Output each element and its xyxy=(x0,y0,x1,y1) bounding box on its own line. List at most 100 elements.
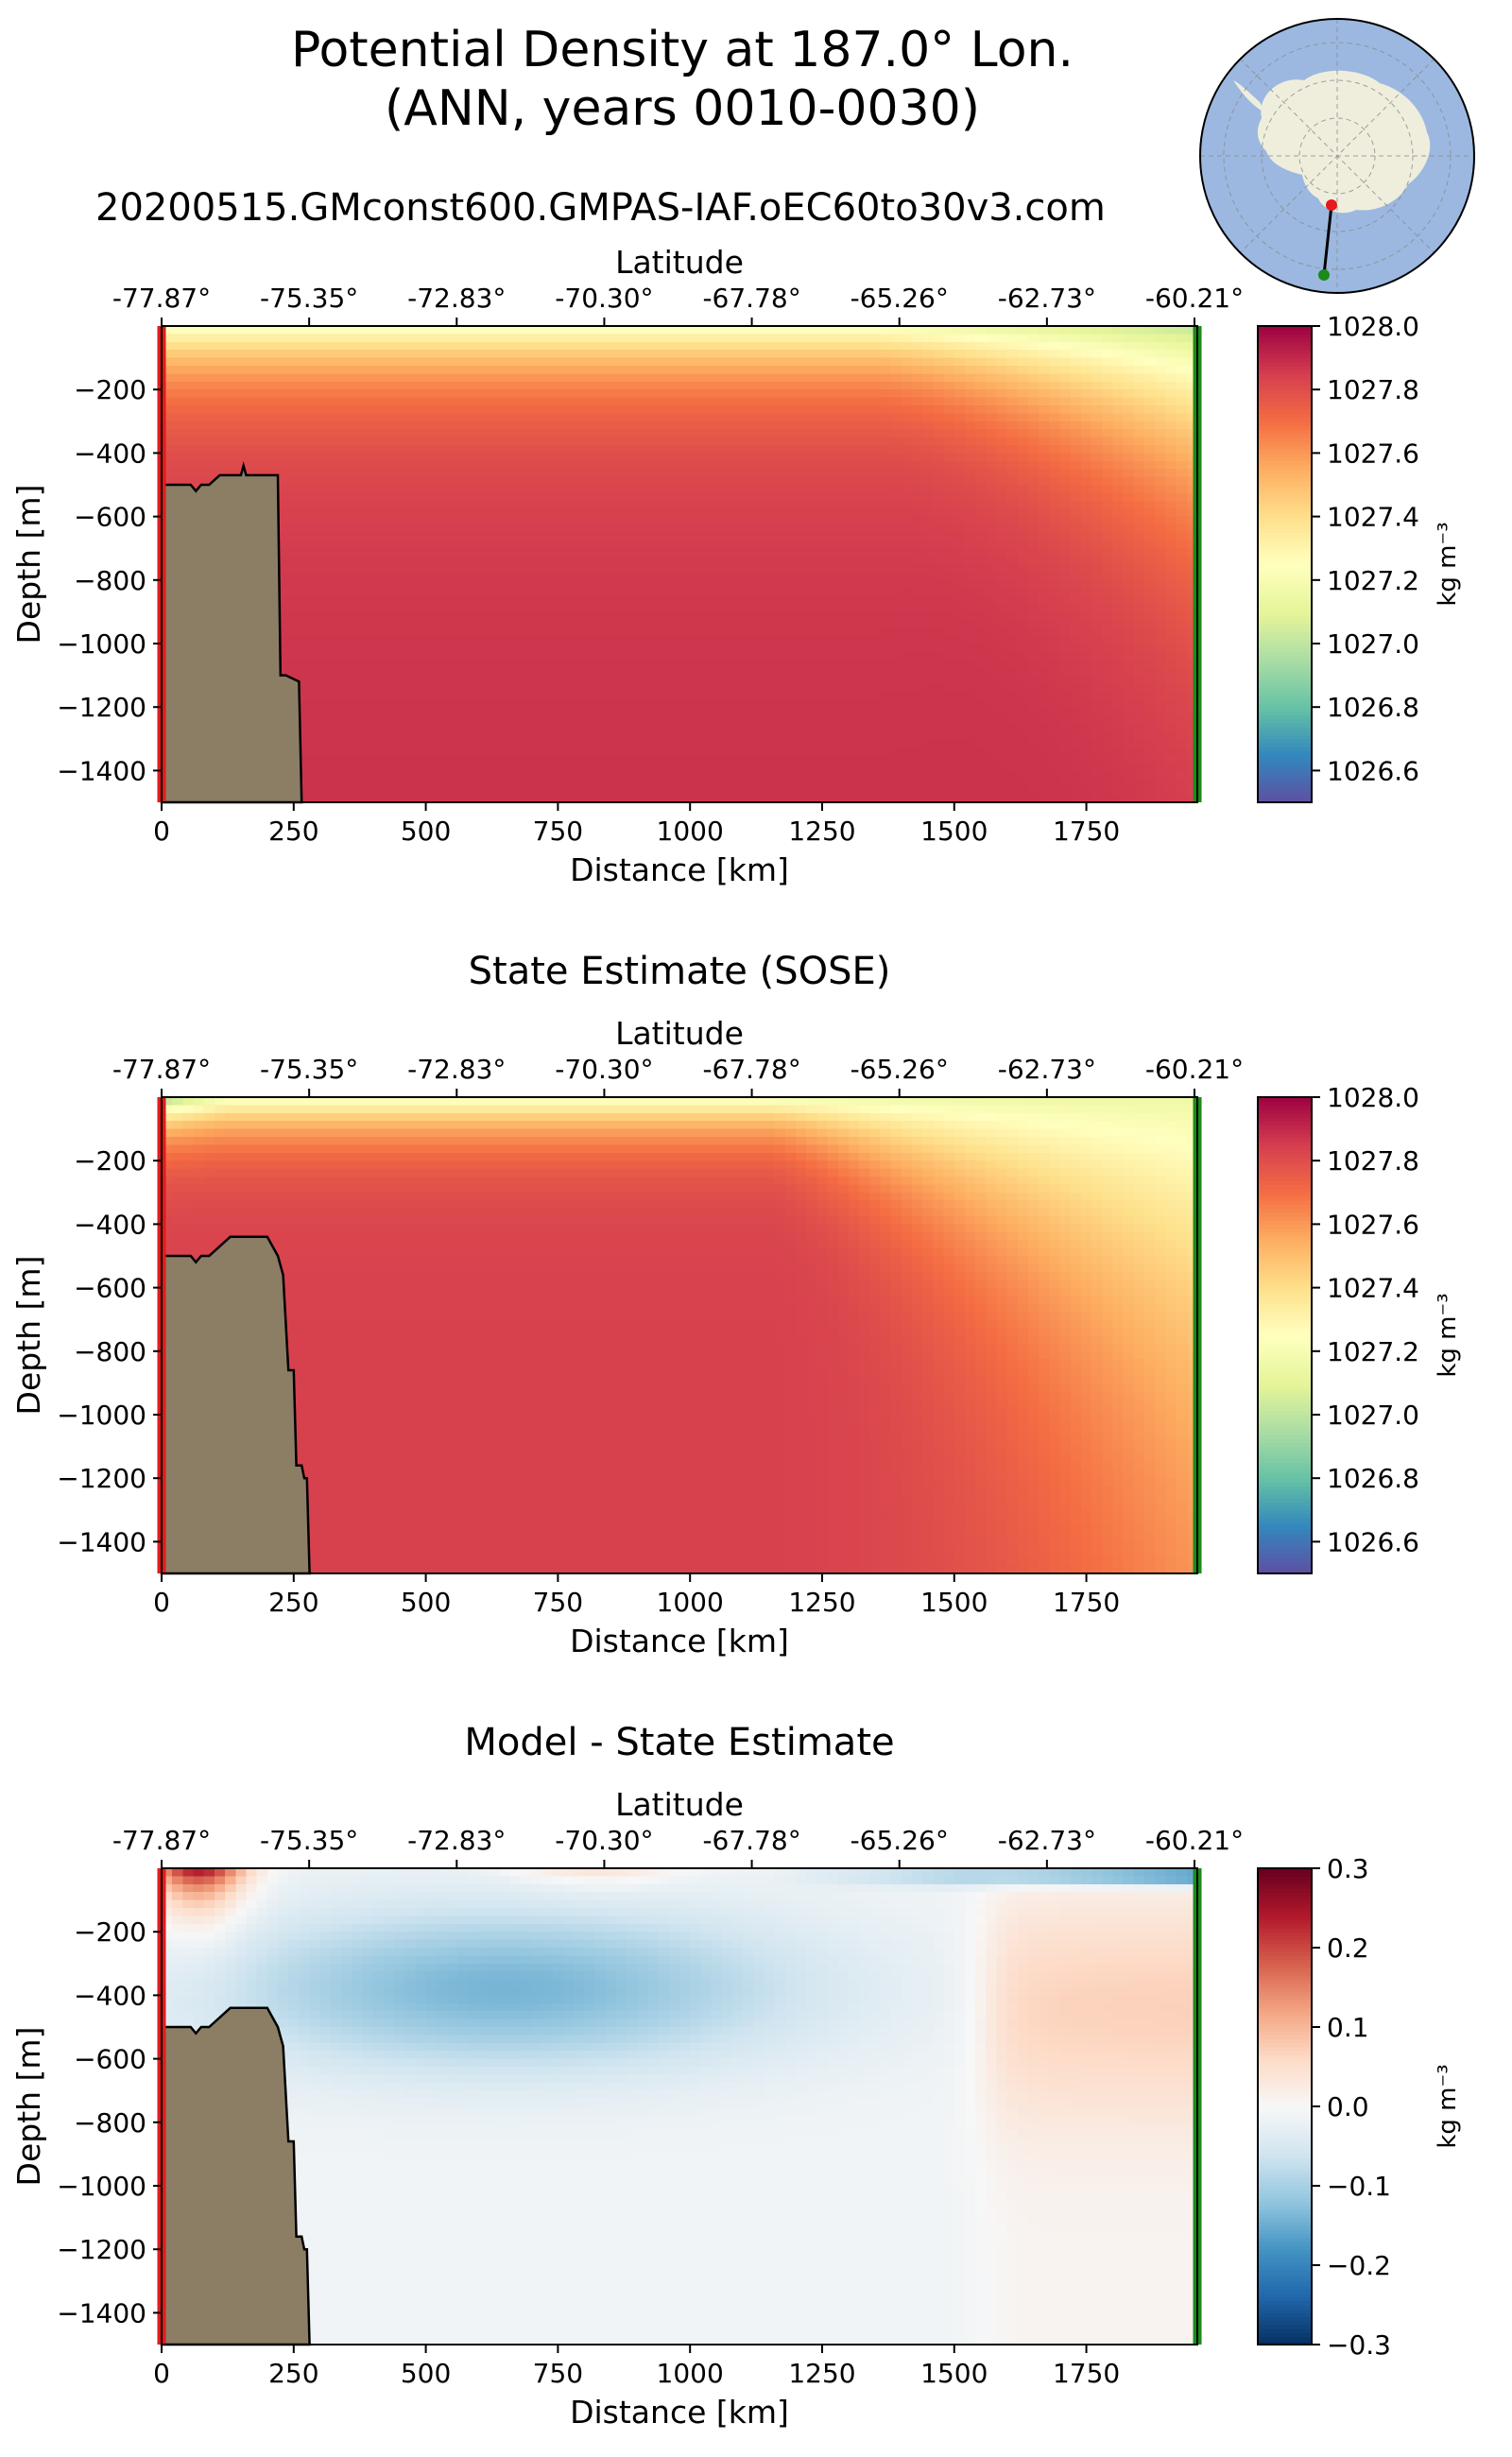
heat-cell xyxy=(679,492,691,502)
heat-cell xyxy=(394,564,405,573)
heat-cell xyxy=(235,381,248,390)
heat-cell xyxy=(352,564,364,573)
heat-cell xyxy=(806,516,817,525)
heat-cell xyxy=(679,747,691,756)
heat-cell xyxy=(743,405,754,414)
heat-cell xyxy=(922,619,934,628)
heat-cell xyxy=(562,476,575,486)
heat-cell xyxy=(309,564,321,573)
heat-cell xyxy=(468,437,480,446)
heat-cell xyxy=(627,770,638,780)
heat-cell xyxy=(700,659,713,668)
heat-cell xyxy=(383,611,395,621)
heat-cell xyxy=(690,588,701,597)
heat-cell xyxy=(330,413,342,422)
heat-cell xyxy=(700,516,713,525)
heat-cell xyxy=(827,548,839,558)
heat-cell xyxy=(352,532,364,541)
heat-cell xyxy=(690,341,701,351)
heat-cell xyxy=(425,738,438,747)
heat-cell xyxy=(806,707,817,716)
heat-cell xyxy=(690,579,701,589)
heat-cell xyxy=(172,460,183,470)
heat-cell xyxy=(743,675,754,684)
heat-cell xyxy=(510,445,522,454)
heat-cell xyxy=(521,564,533,573)
heat-cell xyxy=(574,405,585,414)
heat-cell xyxy=(954,405,966,414)
heat-cell xyxy=(404,453,416,462)
heat-cell xyxy=(721,548,733,558)
heat-cell xyxy=(658,667,670,677)
heat-cell xyxy=(541,469,554,478)
heat-cell xyxy=(309,460,321,470)
heat-cell xyxy=(615,747,627,756)
heat-cell xyxy=(1017,667,1029,677)
heat-cell xyxy=(172,389,183,399)
heat-cell xyxy=(574,707,585,716)
heat-cell xyxy=(859,579,870,589)
heat-cell xyxy=(721,476,733,486)
heat-cell xyxy=(574,564,585,573)
heat-cell xyxy=(1017,754,1029,764)
heat-cell xyxy=(383,667,395,677)
heat-cell xyxy=(711,357,723,367)
heat-cell xyxy=(627,698,638,708)
heat-cell xyxy=(933,421,945,430)
heat-cell xyxy=(203,381,215,390)
heat-cell xyxy=(922,730,934,740)
heat-cell xyxy=(574,754,585,764)
heat-cell xyxy=(731,453,744,462)
heat-cell xyxy=(848,485,860,493)
heat-cell xyxy=(647,500,660,509)
heat-cell xyxy=(309,579,321,589)
heat-cell xyxy=(404,556,416,565)
heat-cell xyxy=(837,445,850,454)
heat-cell xyxy=(1017,445,1029,454)
heat-cell xyxy=(203,357,215,367)
heat-cell xyxy=(288,381,300,390)
heat-cell xyxy=(743,611,754,621)
heat-cell xyxy=(796,413,807,422)
heat-cell xyxy=(394,508,405,518)
heat-cell xyxy=(531,698,543,708)
heat-cell xyxy=(753,714,765,724)
heat-cell xyxy=(594,381,607,390)
heat-cell xyxy=(372,635,385,644)
heat-cell xyxy=(594,350,607,359)
heat-cell xyxy=(837,691,850,700)
heat-cell xyxy=(425,786,438,796)
heat-cell xyxy=(996,485,1008,493)
heat-cell xyxy=(922,611,934,621)
heat-cell xyxy=(246,389,258,399)
heat-cell xyxy=(784,635,797,644)
heat-cell xyxy=(964,334,976,343)
heat-cell xyxy=(605,485,617,493)
heat-cell xyxy=(764,651,776,661)
heat-cell xyxy=(489,595,501,605)
transect-end-marker xyxy=(1318,269,1330,281)
heat-cell xyxy=(869,604,882,612)
heat-cell xyxy=(436,754,448,764)
heat-cell xyxy=(468,675,480,684)
heat-cell xyxy=(584,611,596,621)
heat-cell xyxy=(404,548,416,558)
heat-cell xyxy=(319,445,332,454)
heat-cell xyxy=(615,635,627,644)
heat-cell xyxy=(415,786,427,796)
heat-cell xyxy=(352,508,364,518)
heat-cell xyxy=(933,588,945,597)
heat-cell xyxy=(827,405,839,414)
heat-cell xyxy=(225,326,236,335)
heat-cell xyxy=(489,460,501,470)
heat-cell xyxy=(1006,698,1019,708)
heat-cell xyxy=(869,556,882,565)
heat-cell xyxy=(796,485,807,493)
heat-cell xyxy=(541,579,554,589)
heat-cell xyxy=(457,413,469,422)
heat-cell xyxy=(816,588,829,597)
heat-cell xyxy=(562,754,575,764)
heat-cell xyxy=(816,524,829,533)
heat-cell xyxy=(278,437,289,446)
heat-cell xyxy=(796,572,807,581)
